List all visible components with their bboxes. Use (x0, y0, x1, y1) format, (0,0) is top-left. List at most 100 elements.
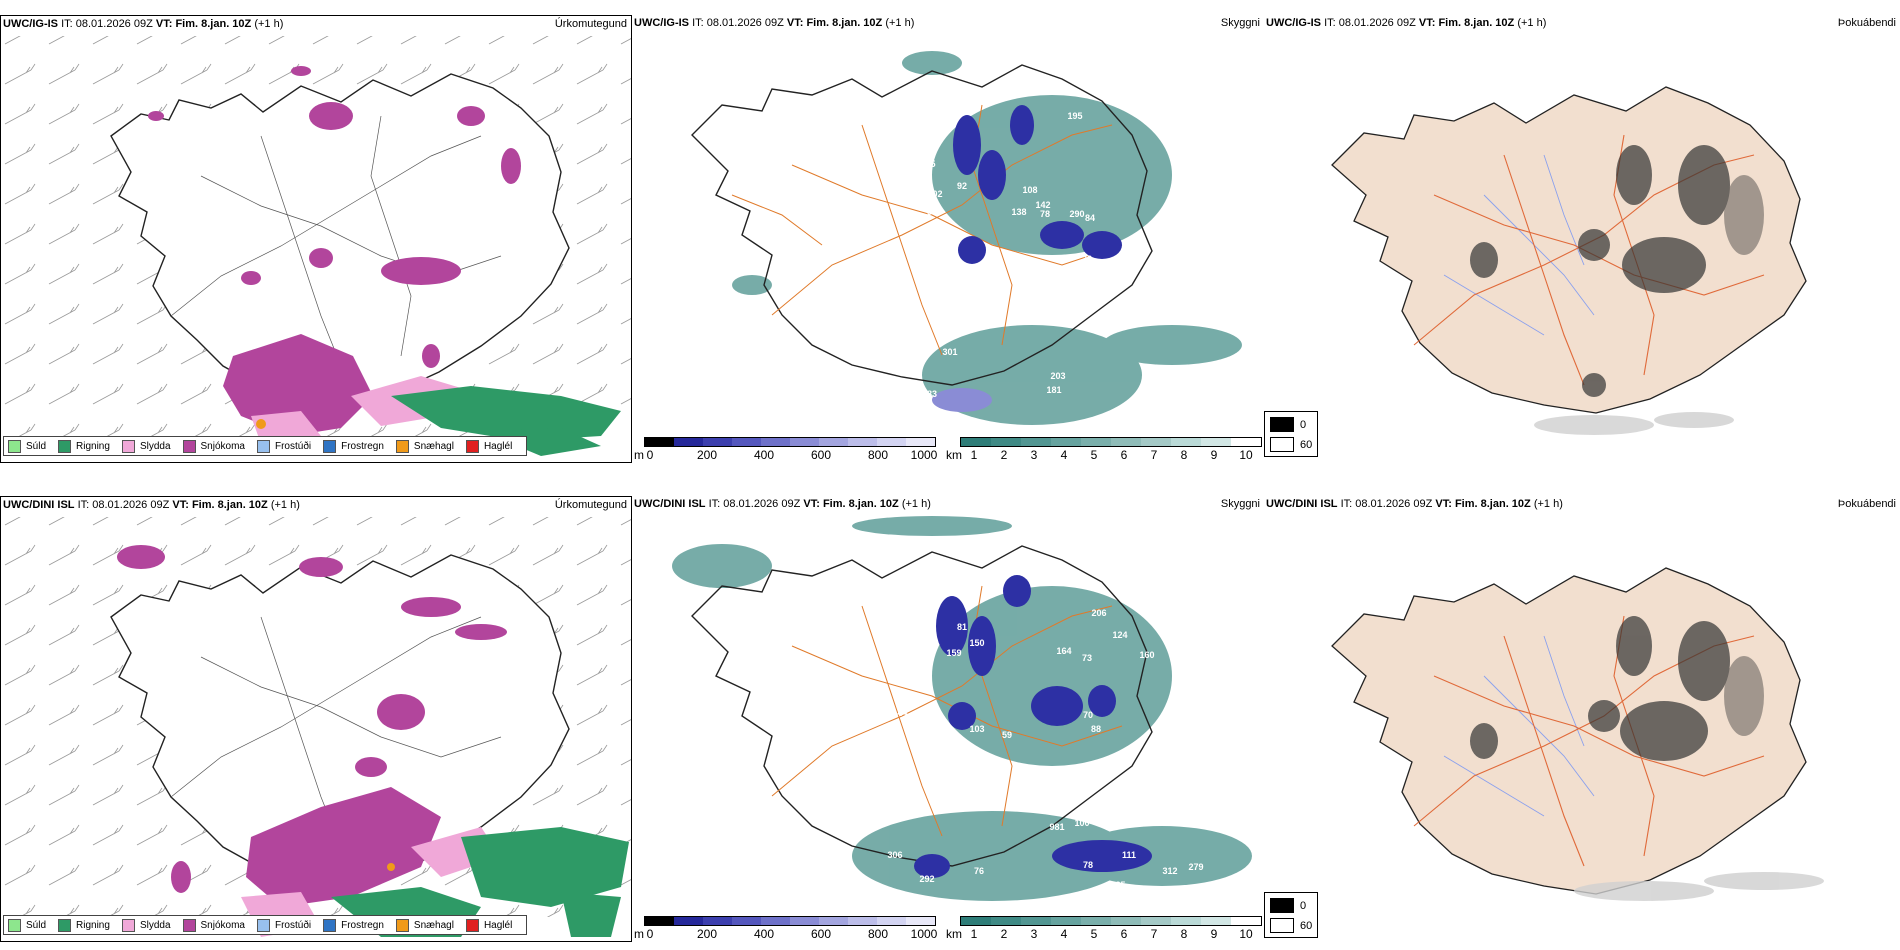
fog-legend-row: 0 (1270, 898, 1306, 913)
it-value: 08.01.2026 09Z (706, 17, 784, 29)
ceiling-value-label: 59 (1002, 730, 1012, 740)
legend-hail: Haglél (465, 918, 512, 932)
ceiling-value-label: 981 (1049, 822, 1064, 832)
visibility-tick: 9 (1210, 448, 1218, 462)
ceiling-value-label: 147 (1070, 792, 1085, 802)
ceiling-value-label: 94 (892, 119, 902, 129)
colorbar-segment (1231, 917, 1261, 925)
colorbar-segment (819, 438, 848, 446)
precip-legend: Súld Rigning Slydda Snjókoma Frostúði Fr… (3, 915, 528, 935)
precip-legend: Súld Rigning Slydda Snjókoma Frostúði Fr… (3, 436, 528, 456)
ceiling-value-label: 144 (892, 708, 907, 718)
ceiling-tick: 200 (696, 927, 718, 941)
fog-legend-row: 60 (1270, 437, 1312, 452)
sea-fog (1534, 412, 1734, 435)
ceiling-tick: 200 (696, 448, 718, 462)
ceiling-value-label: 32 (1082, 254, 1092, 264)
ceiling-colorbar-scale (644, 437, 936, 447)
ceiling-unit: m (634, 448, 644, 462)
vt-value: Fim. 8.jan. 10Z (191, 499, 268, 511)
colorbar-segment (877, 917, 906, 925)
ceiling-value-label: 181 (1046, 385, 1061, 395)
colorbar-segment (848, 917, 877, 925)
ceiling-value-label: 93 (927, 207, 937, 217)
lead-time: (+1 h) (901, 498, 931, 510)
ceiling-value-label: 120 (1054, 578, 1069, 588)
iceland-outline (110, 554, 570, 886)
ceiling-value-label: 75 (900, 604, 910, 614)
ceiling-tick: 800 (867, 448, 889, 462)
colorbar-segment (732, 917, 761, 925)
colorbar-segment (674, 438, 703, 446)
ceiling-value-label: 117 (930, 728, 945, 738)
ceiling-value-label: 78 (1083, 860, 1093, 870)
colorbar-segment (674, 917, 703, 925)
colorbar-segment (1201, 438, 1231, 446)
panel-header: UWC/DINI ISL IT: 08.01.2026 09Z VT: Fim.… (3, 499, 300, 511)
visibility-unit: km (946, 448, 962, 462)
ceiling-value-label: 687 (912, 319, 927, 329)
colorbar-segment (1051, 438, 1081, 446)
legend-swatch (58, 918, 72, 932)
legend-swatch (8, 439, 21, 453)
visibility-areas (672, 516, 1252, 901)
visibility-tick: 6 (1120, 927, 1128, 941)
it-label: IT: (708, 498, 721, 510)
legend-swatch (121, 439, 135, 453)
precip-type-panel-row1: UWC/IG-IS IT: 08.01.2026 09Z VT: Fim. 8.… (0, 15, 632, 463)
colorbar-segment (1201, 917, 1231, 925)
ceiling-value-label: 102 (927, 189, 942, 199)
ceiling-value-label: 306 (887, 850, 902, 860)
vt-label: VT: (172, 499, 189, 511)
ceiling-value-label: 84 (1085, 213, 1095, 223)
ceiling-value-label: 90 (1022, 562, 1032, 572)
visibility-tick: 7 (1150, 448, 1158, 462)
colorbar-segment (991, 917, 1021, 925)
sea-fog (1574, 872, 1824, 901)
colorbar-segment (1111, 917, 1141, 925)
it-label: IT: (77, 499, 90, 511)
colorbar-segment (790, 438, 819, 446)
fog-legend-row: 60 (1270, 918, 1312, 933)
colorbar-segment (961, 438, 991, 446)
ceiling-value-label: 138 (1011, 207, 1026, 217)
fog-legend-swatch (1270, 437, 1294, 452)
it-label: IT: (61, 18, 73, 30)
visibility-tick: 10 (1239, 448, 1253, 462)
visibility-tick: 2 (1000, 448, 1008, 462)
colorbar-segment (1111, 438, 1141, 446)
ceiling-tick: 400 (753, 448, 775, 462)
visibility-colorbar-scale (960, 437, 1262, 447)
snow-areas (148, 66, 521, 436)
ceiling-value-label: 76 (974, 866, 984, 876)
ceiling-value-labels: 94 89 86 185 195 102 92 93 108 142 138 78 290 84 32 687… (889, 111, 1095, 399)
visibility-tick: 5 (1090, 927, 1098, 941)
ceiling-value-label: 78 (1040, 209, 1050, 219)
visibility-tick: 3 (1030, 927, 1038, 941)
ceiling-areas (914, 575, 1152, 878)
colorbar-segment (645, 438, 674, 446)
ceiling-value-label: 83 (927, 389, 937, 399)
visibility-tick: 2 (1000, 927, 1008, 941)
colorbar-segment (1141, 917, 1171, 925)
lead-time: (+1 h) (885, 17, 915, 29)
fog-areas (1470, 616, 1764, 761)
panel-header: UWC/DINI ISL IT: 08.01.2026 09Z VT: Fim.… (634, 498, 931, 510)
legend-swatch (58, 439, 72, 453)
visibility-tick: 1 (970, 927, 978, 941)
colorbar-segment (906, 917, 935, 925)
fog-legend-swatch (1270, 918, 1294, 933)
ceiling-tick: 600 (810, 927, 832, 941)
model-name: UWC/IG-IS (3, 18, 58, 30)
fog-panel-row2: 0 60 UWC/DINI ISL IT: 08.01.2026 09Z VT:… (1264, 496, 1900, 942)
fog-legend: 0 60 (1264, 892, 1318, 938)
colorbar-segment (703, 438, 732, 446)
iceland-outline (691, 64, 1153, 386)
panel-header: UWC/IG-IS IT: 08.01.2026 09Z VT: Fim. 8.… (1266, 17, 1546, 29)
ceiling-value-label: 206 (1091, 608, 1106, 618)
legend-rain: Rigning (58, 439, 110, 453)
ceiling-value-label: 290 (1069, 209, 1084, 219)
ceiling-value-label: 203 (1050, 371, 1065, 381)
ceiling-value-label: 312 (1162, 866, 1177, 876)
